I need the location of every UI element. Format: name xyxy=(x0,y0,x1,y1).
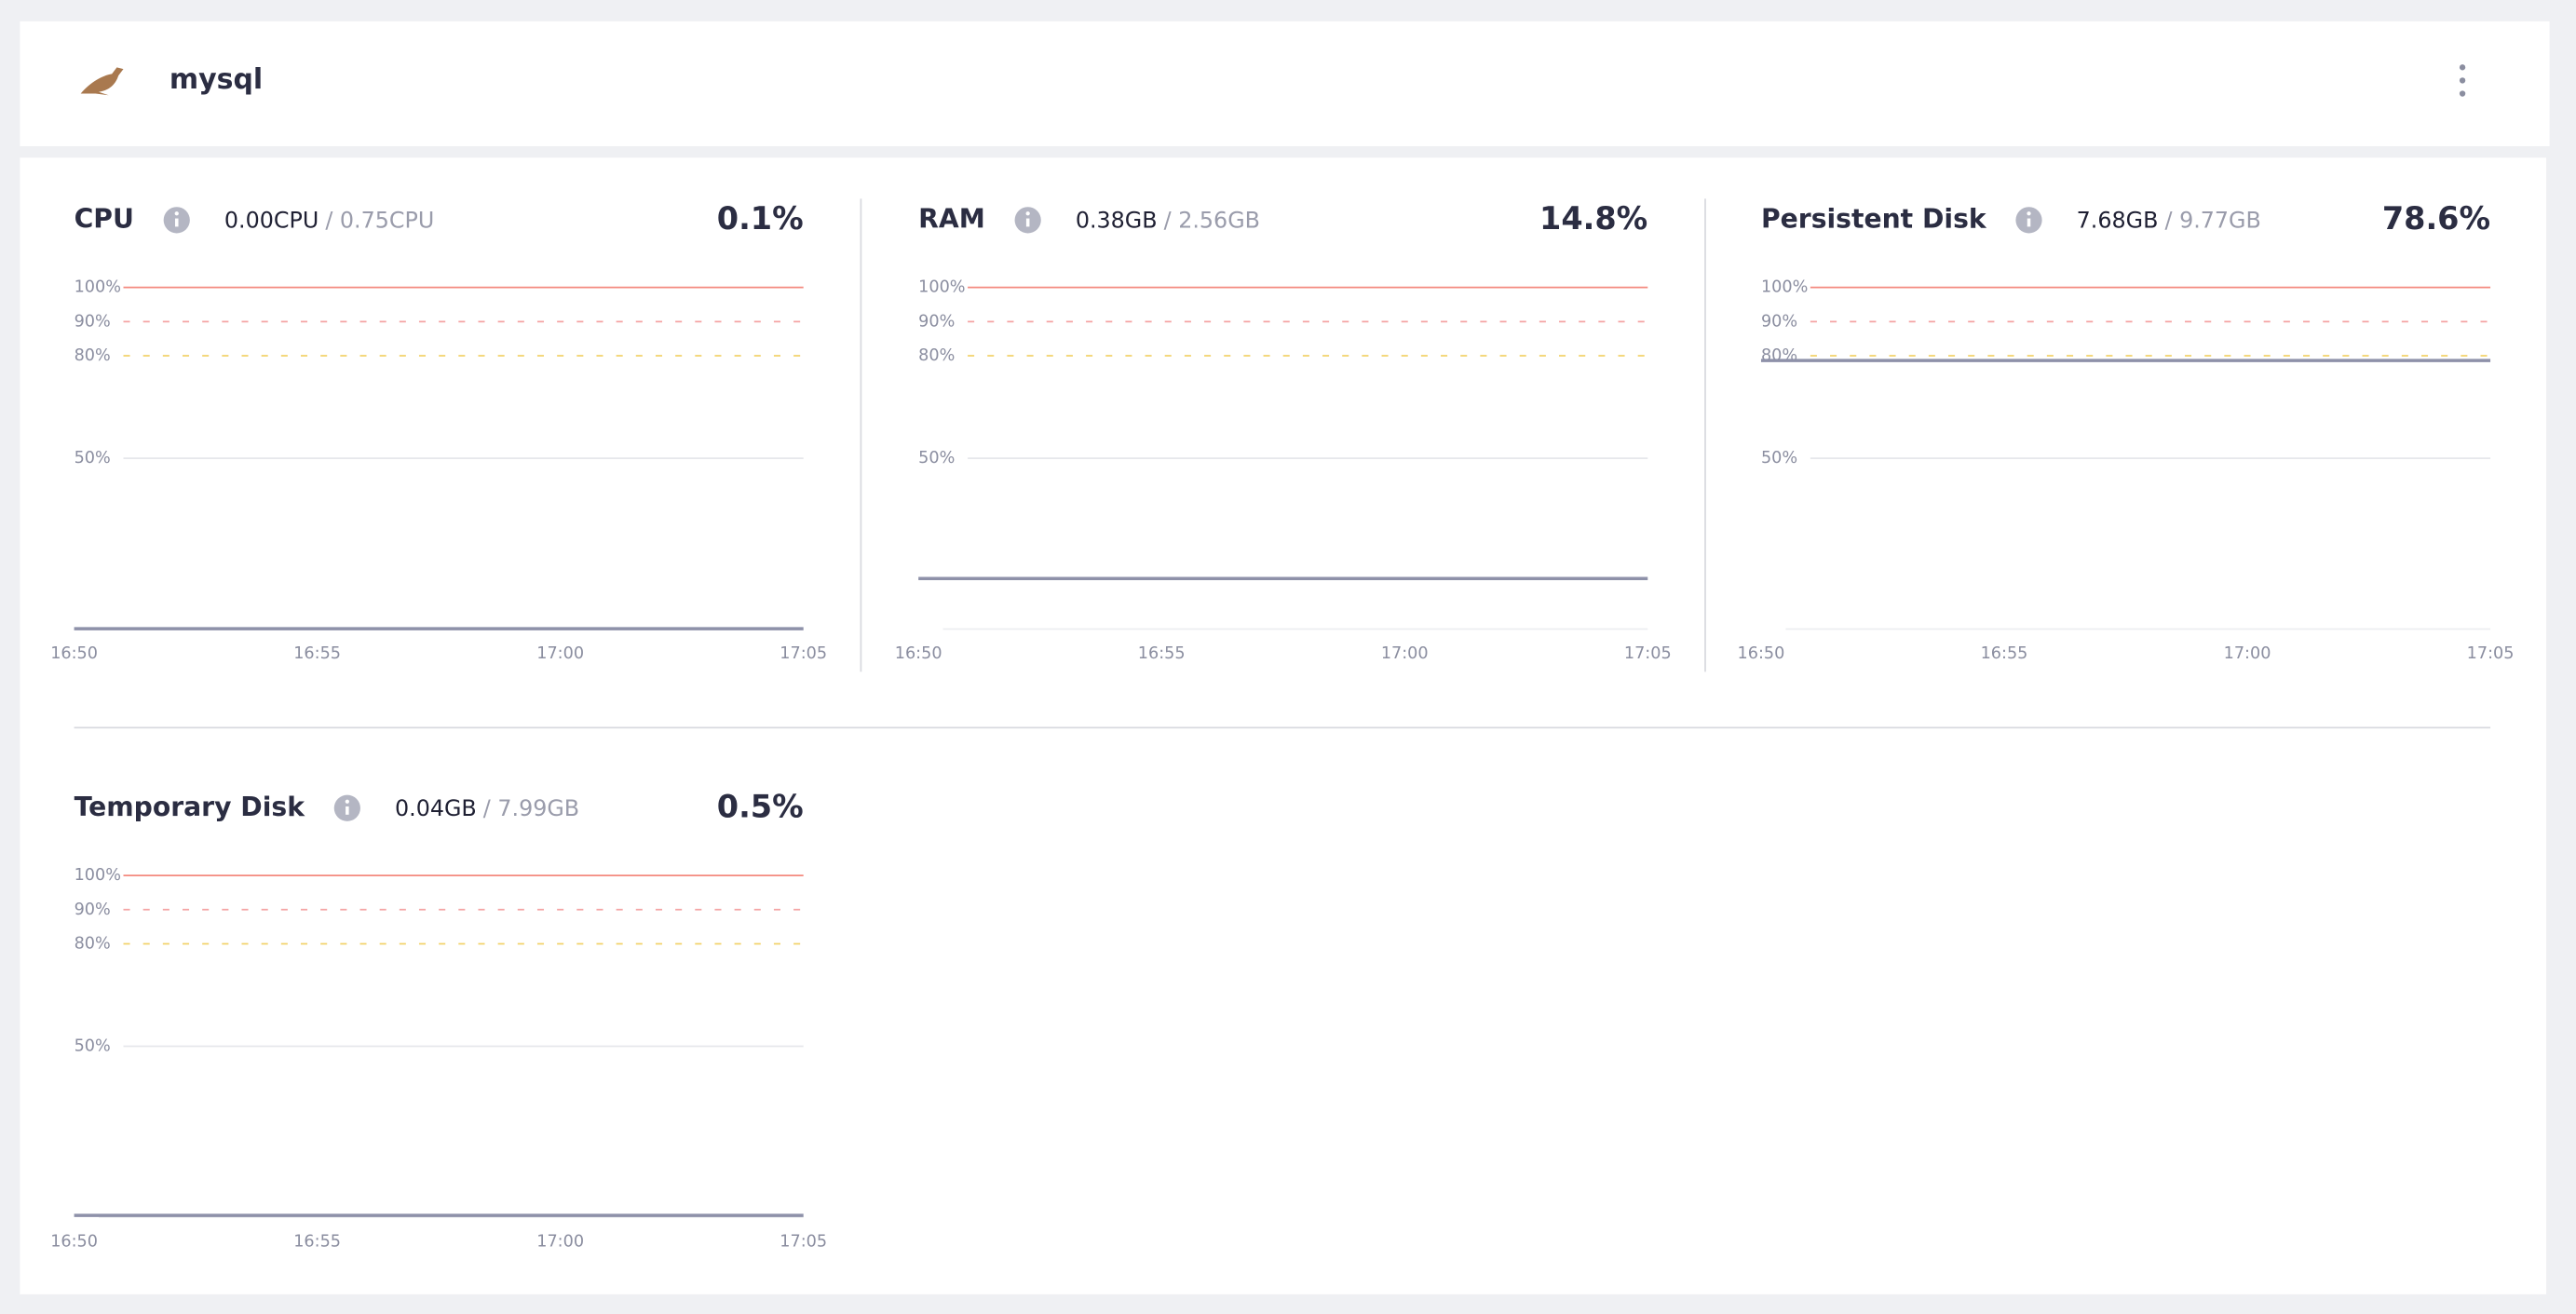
info-glyph xyxy=(2027,218,2031,227)
info-icon[interactable] xyxy=(2015,207,2042,234)
y-tick-label: 80% xyxy=(918,346,955,365)
percent-value: 14.8% xyxy=(1539,200,1647,237)
percent-value: 0.5% xyxy=(717,788,804,824)
metric-panel: Persistent Disk 7.68GB/ 9.77GB 78.6% 50% 80%… xyxy=(1738,200,2515,663)
y-tick-label: 50% xyxy=(75,449,111,467)
x-tick-label: 17:05 xyxy=(2467,644,2515,663)
metric-panel: RAM 0.38GB/ 2.56GB 14.8% 50% 80% 90% 100% 16:50… xyxy=(895,200,1672,663)
info-glyph xyxy=(174,218,179,227)
total-value: / 7.99GB xyxy=(483,795,579,821)
panel-title: RAM xyxy=(918,203,985,234)
x-tick-label: 17:00 xyxy=(1381,644,1429,663)
more-menu[interactable] xyxy=(2459,64,2466,97)
y-tick-label: 100% xyxy=(918,278,965,297)
percent-value: 0.1% xyxy=(717,200,804,237)
x-tick-label: 16:50 xyxy=(50,1232,98,1251)
x-tick-label: 17:05 xyxy=(1624,644,1672,663)
percent-value: 78.6% xyxy=(2382,200,2490,237)
info-glyph xyxy=(346,806,349,815)
seal-icon xyxy=(80,67,124,96)
info-glyph xyxy=(174,211,179,216)
info-glyph xyxy=(1025,218,1030,227)
x-tick-label: 16:55 xyxy=(1138,644,1186,663)
x-tick-label: 16:55 xyxy=(293,1232,341,1251)
metric-panel: Temporary Disk 0.04GB/ 7.99GB 0.5% 50% 80% 90… xyxy=(50,788,827,1251)
x-tick-label: 16:50 xyxy=(50,644,98,663)
y-tick-label: 90% xyxy=(75,901,111,919)
panel-title: CPU xyxy=(75,203,134,234)
used-value: 7.68GB xyxy=(2077,208,2159,234)
x-tick-label: 17:05 xyxy=(780,1232,827,1251)
used-value: 0.38GB xyxy=(1076,208,1158,234)
y-tick-label: 80% xyxy=(1761,346,1797,365)
y-tick-label: 90% xyxy=(75,312,111,331)
metrics-card xyxy=(20,157,2547,1294)
panel-title: Temporary Disk xyxy=(75,792,306,822)
info-glyph xyxy=(1025,211,1030,216)
panel-title: Persistent Disk xyxy=(1761,203,1987,234)
total-value: / 2.56GB xyxy=(1164,208,1260,234)
x-tick-label: 17:05 xyxy=(780,644,827,663)
x-tick-label: 16:50 xyxy=(1738,644,1785,663)
info-icon[interactable] xyxy=(163,207,190,234)
y-tick-label: 50% xyxy=(918,449,955,467)
info-icon[interactable] xyxy=(1014,207,1041,234)
y-tick-label: 100% xyxy=(75,278,121,297)
y-tick-label: 50% xyxy=(75,1037,111,1056)
metric-panel: CPU 0.00CPU/ 0.75CPU 0.1% 50% 80% 90% 100% 16:5… xyxy=(50,200,827,663)
y-tick-label: 100% xyxy=(75,866,121,885)
total-value: / 9.77GB xyxy=(2164,208,2260,234)
x-tick-label: 17:00 xyxy=(536,1232,584,1251)
y-tick-label: 90% xyxy=(1761,312,1797,331)
info-glyph xyxy=(345,799,349,804)
used-value: 0.04GB xyxy=(395,795,477,821)
used-value: 0.00CPU xyxy=(224,208,319,234)
x-tick-label: 16:55 xyxy=(1981,644,2028,663)
y-tick-label: 80% xyxy=(75,934,111,953)
y-tick-label: 80% xyxy=(75,346,111,365)
x-tick-label: 17:00 xyxy=(2224,644,2271,663)
x-tick-label: 16:50 xyxy=(895,644,942,663)
total-value: / 0.75CPU xyxy=(325,208,434,234)
service-name: mysql xyxy=(169,63,263,96)
y-tick-label: 50% xyxy=(1761,449,1797,467)
x-tick-label: 16:55 xyxy=(293,644,341,663)
header-card xyxy=(20,20,2550,146)
info-icon[interactable] xyxy=(333,794,360,821)
info-glyph xyxy=(2027,211,2031,216)
x-tick-label: 17:00 xyxy=(536,644,584,663)
y-tick-label: 100% xyxy=(1761,278,1808,297)
y-tick-label: 90% xyxy=(918,312,955,331)
